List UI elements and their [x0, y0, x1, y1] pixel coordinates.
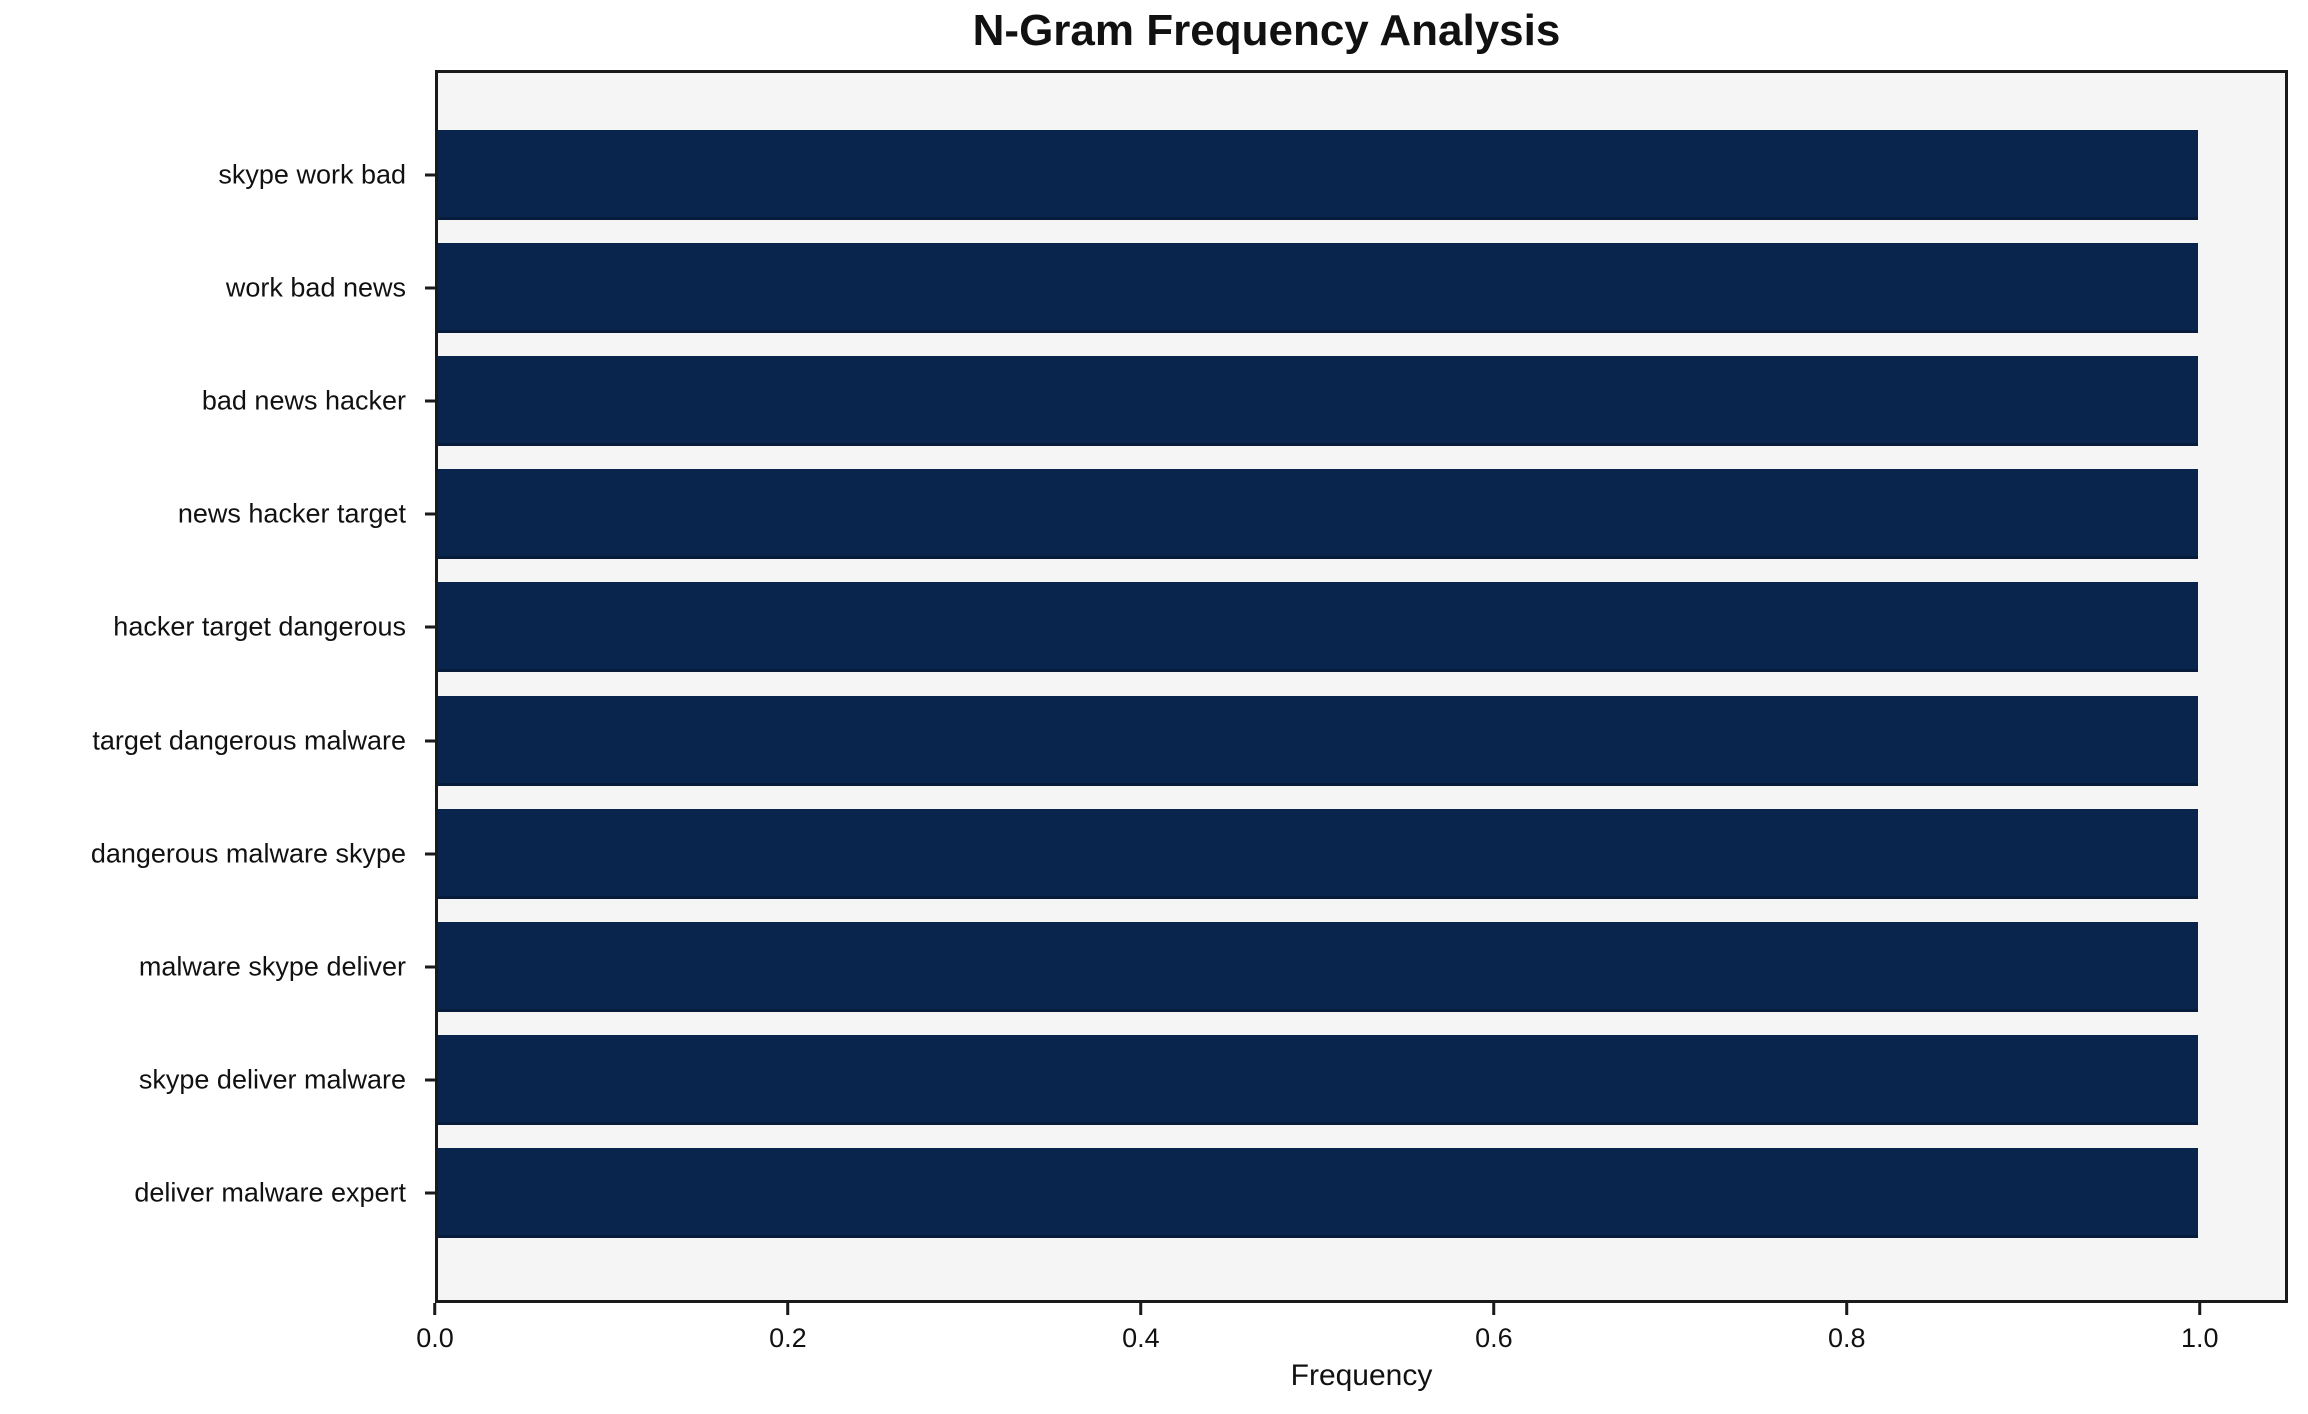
bar	[438, 129, 2198, 220]
y-tick-label: target dangerous malware	[92, 725, 406, 756]
bar-row: skype deliver malware	[0, 1024, 2308, 1137]
x-tick-mark	[1492, 1303, 1496, 1315]
x-tick-mark	[2198, 1303, 2202, 1315]
bar	[438, 922, 2198, 1013]
chart-title: N-Gram Frequency Analysis	[972, 6, 1561, 55]
bar	[438, 808, 2198, 899]
bar-row: target dangerous malware	[0, 684, 2308, 797]
y-tick-mark	[425, 965, 435, 969]
bar-track	[438, 910, 2286, 1023]
bar-track	[438, 118, 2286, 231]
y-tick-mark	[425, 739, 435, 743]
x-tick: 1.0	[2181, 1303, 2219, 1354]
y-tick-label: dangerous malware skype	[90, 838, 406, 869]
bar	[438, 356, 2198, 446]
bar	[438, 695, 2198, 786]
y-tick-label: work bad news	[225, 272, 406, 303]
x-axis-label: Frequency	[1290, 1359, 1433, 1392]
x-tick-label: 1.0	[2180, 1323, 2219, 1353]
y-tick-mark	[425, 512, 435, 516]
y-tick-mark	[425, 1078, 435, 1082]
bar-row: work bad news	[0, 231, 2308, 344]
bar-rows: skype work bad work bad news bad news ha…	[0, 70, 2308, 1303]
x-tick-mark	[1845, 1303, 1849, 1315]
x-axis: 0.0 0.2 0.4 0.6 0.8 1.0 Frequency	[416, 1303, 2288, 1413]
y-tick-label: bad news hacker	[201, 385, 406, 416]
y-tick-label: skype work bad	[218, 159, 406, 190]
y-tick-label: skype deliver malware	[138, 1064, 406, 1095]
x-tick-label: 0.4	[1122, 1323, 1160, 1353]
y-tick-label: malware skype deliver	[138, 951, 406, 982]
y-tick-mark	[425, 286, 435, 290]
bar-row: news hacker target	[0, 458, 2308, 571]
bar-track	[438, 458, 2286, 571]
y-tick-mark	[425, 173, 435, 177]
x-tick-label: 0.0	[416, 1323, 454, 1353]
y-tick-mark	[425, 852, 435, 856]
bar-track	[438, 1024, 2286, 1137]
bar-track	[438, 344, 2286, 457]
x-tick-mark	[786, 1303, 790, 1315]
y-tick-label: news hacker target	[177, 498, 406, 529]
y-tick-mark	[425, 1191, 435, 1195]
bar-row: dangerous malware skype	[0, 797, 2308, 910]
x-tick: 0.6	[1475, 1303, 1513, 1354]
y-tick-mark	[425, 625, 435, 629]
bar-track	[438, 684, 2286, 797]
bar-track	[438, 797, 2286, 910]
x-tick-label: 0.6	[1475, 1323, 1513, 1353]
bar	[438, 582, 2198, 673]
bar	[438, 242, 2198, 333]
bar-row: bad news hacker	[0, 344, 2308, 457]
bar-track	[438, 231, 2286, 344]
x-tick: 0.2	[769, 1303, 807, 1354]
bar-row: skype work bad	[0, 118, 2308, 231]
bar-row: hacker target dangerous	[0, 571, 2308, 684]
x-tick: 0.0	[416, 1303, 454, 1354]
x-tick-label: 0.2	[769, 1323, 807, 1353]
y-tick-label: deliver malware expert	[134, 1177, 406, 1208]
x-tick-mark	[433, 1303, 437, 1315]
bar	[438, 469, 2198, 560]
bar-track	[438, 571, 2286, 684]
x-tick-mark	[1139, 1303, 1143, 1315]
x-tick: 0.4	[1122, 1303, 1160, 1354]
bar-row: deliver malware expert	[0, 1137, 2308, 1250]
y-tick-label: hacker target dangerous	[113, 611, 406, 642]
bar-track	[438, 1137, 2286, 1250]
x-tick: 0.8	[1828, 1303, 1866, 1354]
x-tick-label: 0.8	[1828, 1323, 1866, 1353]
y-tick-mark	[425, 399, 435, 403]
bar-row: malware skype deliver	[0, 910, 2308, 1023]
bar	[438, 1148, 2198, 1239]
bar	[438, 1035, 2198, 1126]
